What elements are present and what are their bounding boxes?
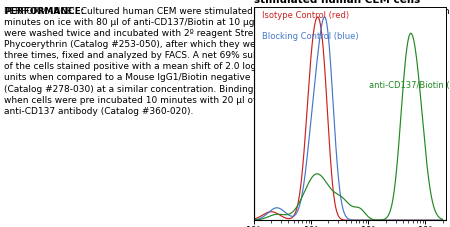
Text: Blocking Control (blue): Blocking Control (blue): [261, 32, 358, 41]
Text: anti-CD137/Biotin (green): anti-CD137/Biotin (green): [369, 81, 450, 91]
Text: Isotype Control (red): Isotype Control (red): [261, 11, 349, 20]
Text: PERFORMANCE:  Cultured human CEM were stimulated 1 day in the presence of PMA (1: PERFORMANCE: Cultured human CEM were sti…: [4, 7, 450, 116]
Text: Binding of anti-CD137/Biotin +SA/PE to
stimulated human CEM cells: Binding of anti-CD137/Biotin +SA/PE to s…: [254, 0, 450, 5]
Text: PERFORMANCE:: PERFORMANCE:: [4, 7, 85, 16]
